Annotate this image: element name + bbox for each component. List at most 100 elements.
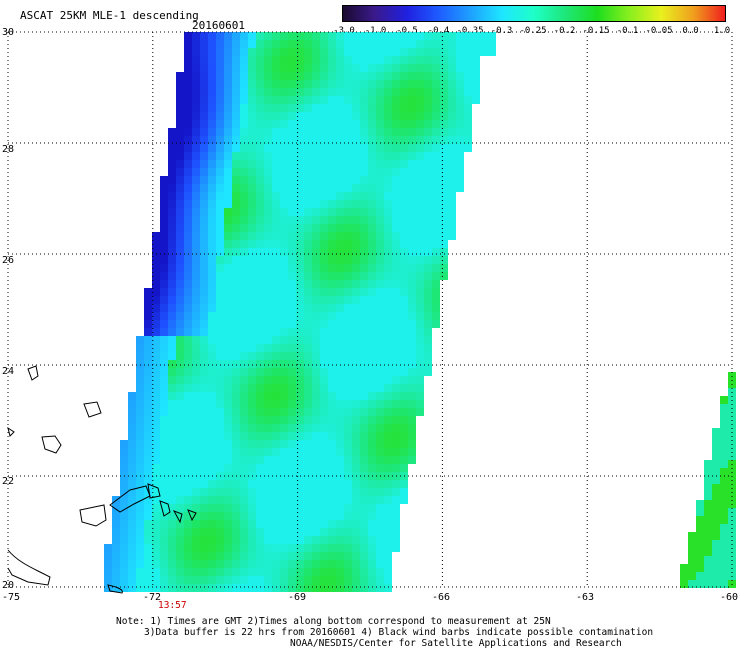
swath-cell xyxy=(344,328,352,336)
swath-cell xyxy=(184,32,192,40)
swath-cell xyxy=(376,384,384,392)
swath-cell xyxy=(368,528,376,536)
swath-cell xyxy=(280,232,288,240)
swath-cell xyxy=(152,568,160,576)
swath-cell xyxy=(360,80,368,88)
swath-cell xyxy=(224,256,232,264)
swath-cell xyxy=(384,288,392,296)
swath-cell xyxy=(184,368,192,376)
swath-cell xyxy=(184,488,192,496)
swath-cell xyxy=(248,192,256,200)
swath-cell xyxy=(408,184,416,192)
swath-cell xyxy=(328,488,336,496)
swath-cell xyxy=(328,424,336,432)
swath-cell xyxy=(184,400,192,408)
swath-cell xyxy=(240,560,248,568)
swath-cell xyxy=(192,424,200,432)
swath-cell xyxy=(280,104,288,112)
swath-cell xyxy=(328,296,336,304)
swath-cell xyxy=(248,448,256,456)
swath-cell xyxy=(256,536,264,544)
swath-cell xyxy=(416,32,424,40)
swath-cell xyxy=(344,464,352,472)
swath-cell xyxy=(152,520,160,528)
swath-cell xyxy=(296,432,304,440)
swath-cell xyxy=(176,104,184,112)
swath-cell xyxy=(368,360,376,368)
swath-cell xyxy=(432,96,440,104)
swath-cell xyxy=(392,264,400,272)
swath-cell xyxy=(472,32,480,40)
swath-cell xyxy=(264,120,272,128)
swath-cell xyxy=(400,120,408,128)
swath-cell xyxy=(280,568,288,576)
swath-cell xyxy=(160,200,168,208)
swath-cell xyxy=(368,88,376,96)
swath-cell xyxy=(280,320,288,328)
swath-cell xyxy=(712,548,720,556)
swath-cell xyxy=(336,320,344,328)
swath-cell xyxy=(312,216,320,224)
swath-cell xyxy=(384,136,392,144)
swath-cell xyxy=(128,432,136,440)
swath-cell xyxy=(416,48,424,56)
swath-cell xyxy=(360,584,368,592)
swath-cell xyxy=(176,432,184,440)
swath-cell xyxy=(368,488,376,496)
swath-cell xyxy=(304,328,312,336)
swath-cell xyxy=(184,192,192,200)
swath-cell xyxy=(248,416,256,424)
swath-cell xyxy=(432,40,440,48)
swath-cell xyxy=(296,464,304,472)
swath-cell xyxy=(224,320,232,328)
swath-cell xyxy=(296,64,304,72)
swath-cell xyxy=(344,208,352,216)
swath-cell xyxy=(168,240,176,248)
swath-cell xyxy=(368,536,376,544)
swath-cell xyxy=(176,360,184,368)
swath-cell xyxy=(368,120,376,128)
swath-cell xyxy=(240,200,248,208)
swath-cell xyxy=(232,304,240,312)
swath-cell xyxy=(264,48,272,56)
swath-cell xyxy=(288,120,296,128)
swath-cell xyxy=(312,400,320,408)
swath-cell xyxy=(120,576,128,584)
swath-cell xyxy=(352,248,360,256)
swath-cell xyxy=(312,368,320,376)
swath-cell xyxy=(720,516,728,524)
swath-cell xyxy=(312,552,320,560)
swath-cell xyxy=(280,208,288,216)
swath-cell xyxy=(208,320,216,328)
swath-cell xyxy=(216,392,224,400)
swath-cell xyxy=(168,128,176,136)
swath-cell xyxy=(408,408,416,416)
swath-cell xyxy=(248,352,256,360)
swath-cell xyxy=(112,552,120,560)
swath-cell xyxy=(264,328,272,336)
swath-cell xyxy=(392,544,400,552)
swath-cell xyxy=(384,384,392,392)
swath-cell xyxy=(312,560,320,568)
swath-cell xyxy=(456,80,464,88)
swath-cell xyxy=(368,112,376,120)
swath-cell xyxy=(128,536,136,544)
swath-cell xyxy=(312,392,320,400)
swath-cell xyxy=(280,88,288,96)
swath-cell xyxy=(408,136,416,144)
swath-cell xyxy=(176,280,184,288)
swath-cell xyxy=(352,160,360,168)
swath-cell xyxy=(336,432,344,440)
coast-acklins xyxy=(172,510,183,524)
swath-cell xyxy=(200,80,208,88)
swath-cell xyxy=(192,112,200,120)
swath-cell xyxy=(256,368,264,376)
swath-cell xyxy=(304,392,312,400)
swath-cell xyxy=(248,112,256,120)
swath-cell xyxy=(264,224,272,232)
swath-cell xyxy=(184,416,192,424)
swath-cell xyxy=(200,528,208,536)
swath-cell xyxy=(440,168,448,176)
swath-cell xyxy=(328,120,336,128)
swath-cell xyxy=(328,392,336,400)
